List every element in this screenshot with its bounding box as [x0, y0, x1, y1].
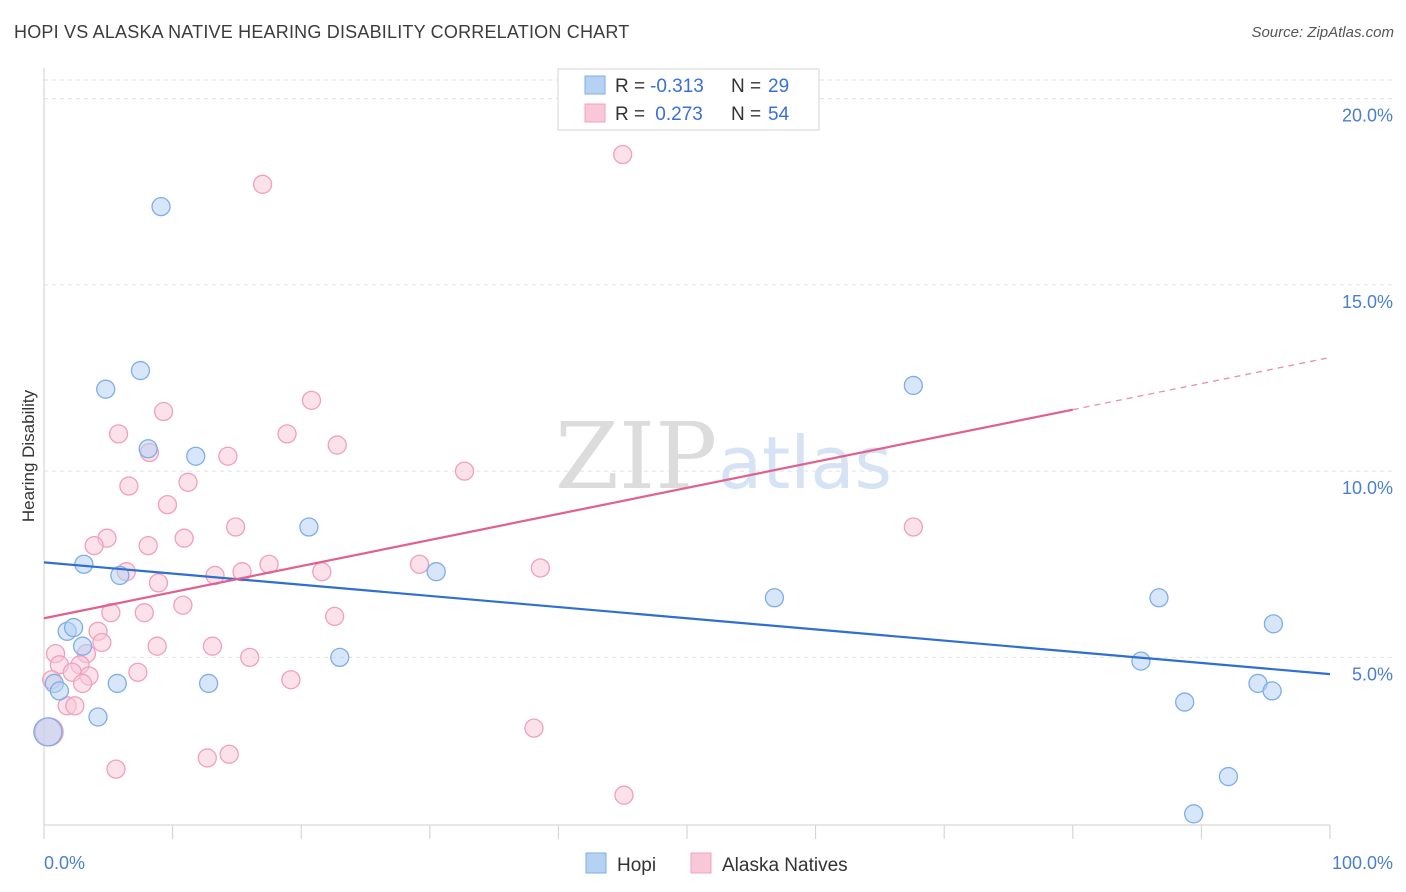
x-tick-label-0: 0.0%: [44, 853, 85, 873]
alaska-natives-point-16: [138, 535, 158, 556]
alaska-natives-point-1: [613, 144, 633, 165]
alaska-natives-point-31: [92, 632, 112, 653]
alaska-natives-point-10: [119, 476, 139, 496]
alaska-natives-point-50: [219, 744, 239, 764]
alaska-natives-point-3: [153, 401, 174, 422]
alaska-natives-point-46: [65, 696, 85, 716]
chart-title: HOPI VS ALASKA NATIVE HEARING DISABILITY…: [14, 22, 630, 42]
y-tick-label-2: 15.0%: [1342, 292, 1393, 312]
y-tick-label-1: 10.0%: [1342, 478, 1393, 498]
alaska-natives-point-25: [148, 573, 169, 593]
hopi-point-21: [1149, 588, 1169, 608]
alaska-natives-point-17: [84, 535, 104, 556]
hopi-point-19: [903, 375, 923, 396]
axes: [43, 68, 1331, 839]
hopi-point-4: [186, 446, 206, 466]
alaska-natives-point-53: [903, 517, 923, 537]
alaska-natives-point-28: [173, 595, 193, 615]
x-tick-labels: 0.0% 100.0%: [44, 853, 1393, 873]
alaska-natives-point-40: [128, 662, 148, 682]
alaska-natives-point-8: [327, 435, 347, 455]
alaska-natives-point-12: [157, 494, 178, 515]
alaska-natives-point-52: [614, 785, 634, 805]
y-axis-label: Hearing Disability: [19, 389, 38, 522]
alaska-natives-point-13: [225, 517, 246, 537]
hopi-point-10: [63, 617, 84, 638]
alaska-natives-point-43: [281, 670, 301, 690]
alaska-natives-point-24: [530, 558, 551, 578]
alaska-natives-points: [34, 144, 923, 805]
hopi-point-27: [1218, 766, 1239, 787]
alaska-natives-point-14: [174, 528, 194, 548]
watermark-zip: ZIP: [555, 403, 717, 510]
hopi-point-3: [138, 439, 158, 459]
alaska-natives-point-9: [454, 461, 475, 481]
alaska-natives-point-33: [202, 636, 223, 656]
y-tick-labels: 5.0% 10.0% 15.0% 20.0%: [1342, 106, 1393, 685]
alaska-natives-trend-line: [43, 408, 1074, 620]
y-tick-label-0: 5.0%: [1352, 664, 1393, 684]
hopi-point-1: [130, 360, 151, 381]
hopi-point-5: [299, 517, 319, 537]
alaska-natives-point-27: [134, 603, 154, 623]
stats-legend: R = -0.313 N = 29 R = 0.273 N = 54: [557, 68, 820, 131]
legend-r-value-alaska: 0.273: [650, 104, 703, 125]
series-legend-label-alaska: Alaska Natives: [722, 855, 848, 876]
hopi-point-15: [107, 673, 127, 694]
hopi-point-20: [764, 588, 785, 608]
hopi-point-22: [1263, 614, 1284, 634]
alaska-natives-point-51: [106, 759, 126, 779]
trend-lines: [43, 356, 1331, 676]
hopi-point-16: [198, 673, 219, 694]
alaska-natives-point-4: [108, 424, 129, 444]
y-tick-label-3: 20.0%: [1342, 106, 1393, 126]
hopi-point-24: [1175, 692, 1195, 712]
alaska-natives-point-0: [252, 174, 273, 194]
alaska-natives-point-29: [324, 606, 345, 627]
alaska-natives-point-23: [409, 554, 430, 574]
hopi-point-26: [1262, 681, 1282, 701]
hopi-point-23: [1131, 651, 1151, 671]
alaska-natives-trend-extension: [1072, 356, 1331, 411]
legend-swatch-hopi: [584, 75, 606, 95]
alaska-natives-point-7: [218, 446, 238, 466]
x-tick-label-1: 100.0%: [1332, 853, 1393, 873]
series-legend: Hopi Alaska Natives: [585, 852, 848, 876]
series-legend-swatch-alaska: [690, 852, 712, 874]
legend-n-value-alaska: 54: [768, 104, 790, 125]
series-legend-label-hopi: Hopi: [617, 855, 656, 876]
legend-r-label-hopi: R =: [615, 76, 645, 97]
alaska-natives-point-22: [312, 562, 332, 582]
hopi-trend-line: [43, 561, 1331, 676]
hopi-point-28: [1184, 804, 1204, 824]
legend-r-value-hopi: -0.313: [650, 76, 704, 97]
alaska-natives-point-5: [277, 424, 297, 444]
legend-swatch-alaska: [584, 103, 606, 123]
alaska-natives-point-2: [301, 390, 322, 411]
alaska-natives-point-32: [147, 636, 167, 656]
alaska-natives-point-49: [197, 748, 217, 768]
legend-n-label-hopi: N =: [731, 76, 761, 97]
source-label: Source: ZipAtlas.com: [1251, 24, 1394, 41]
hopi-point-17: [88, 707, 108, 727]
hopi-point-11: [72, 636, 93, 656]
legend-r-label-alaska: R =: [615, 104, 645, 125]
legend-n-label-alaska: N =: [731, 104, 761, 125]
hopi-point-14: [49, 681, 70, 701]
hopi-points: [33, 196, 1284, 824]
hopi-point-2: [96, 379, 116, 399]
hopi-point-8: [426, 562, 446, 582]
hopi-point-6: [110, 565, 130, 586]
alaska-natives-point-11: [178, 472, 198, 492]
alaska-natives-point-36: [240, 647, 260, 668]
legend-n-value-hopi: 29: [768, 76, 789, 97]
hopi-point-12: [330, 647, 350, 668]
alaska-natives-point-44: [72, 673, 93, 694]
hopi-point-18: [33, 717, 63, 747]
hopi-point-0: [151, 196, 171, 217]
alaska-natives-point-48: [524, 718, 544, 738]
series-legend-swatch-hopi: [585, 852, 607, 874]
